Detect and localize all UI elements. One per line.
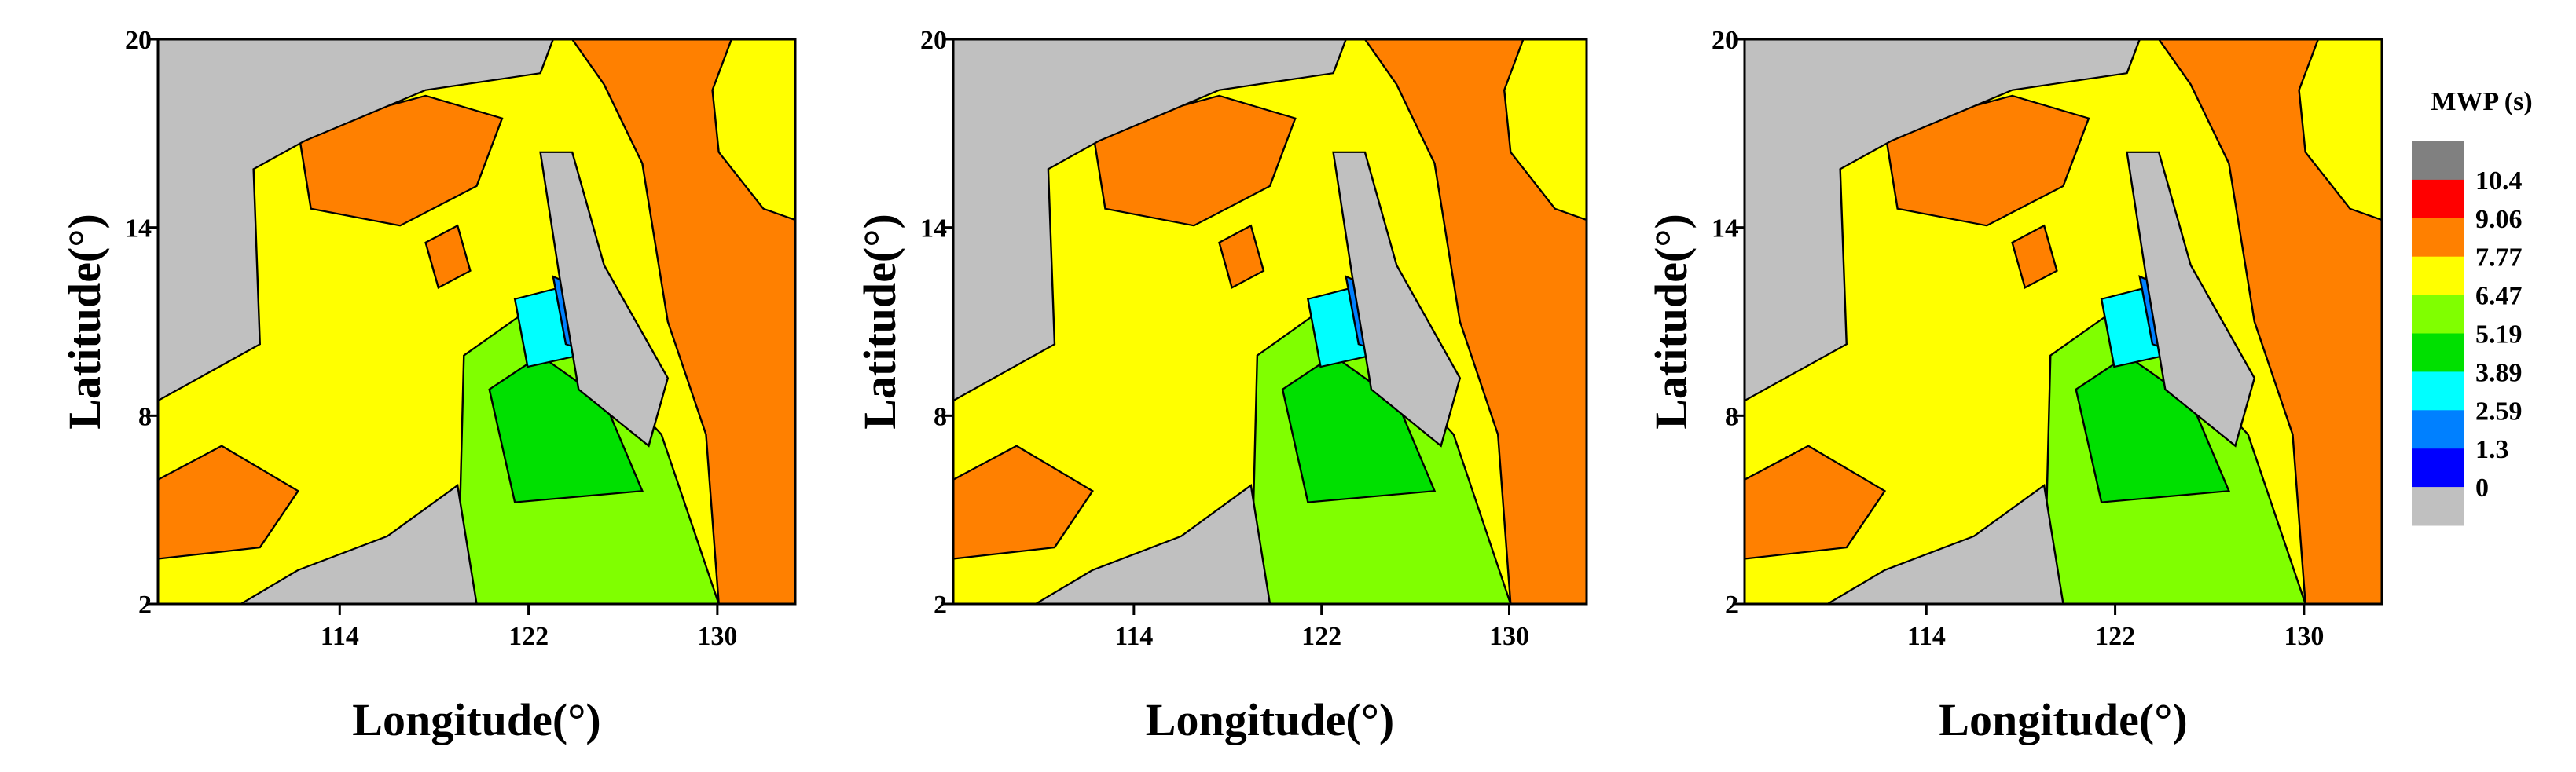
colorbar-swatch — [2412, 295, 2464, 334]
y-tick-label: 20 — [125, 26, 152, 55]
plot-frame — [1743, 38, 2383, 606]
colorbar-label: 5.19 — [2475, 320, 2523, 349]
y-axis-label: Latitude(°) — [59, 214, 110, 430]
y-tick-label: 8 — [934, 402, 947, 431]
colorbar-swatch — [2412, 218, 2464, 258]
plot-frame — [156, 38, 797, 606]
x-tick-label: 114 — [321, 622, 359, 651]
x-tick-label: 130 — [1489, 622, 1529, 651]
y-tick-label: 14 — [1712, 214, 1738, 243]
x-tick-label: 122 — [1301, 622, 1341, 651]
y-tick-label: 2 — [138, 591, 152, 620]
colorbar-label: 0 — [2475, 474, 2489, 503]
x-tick-label: 122 — [508, 622, 549, 651]
colorbar-title: MWP (s) — [2431, 87, 2532, 116]
colorbar-label: 3.89 — [2475, 358, 2523, 387]
colorbar-label: 10.4 — [2475, 166, 2523, 196]
colorbar-label: 7.77 — [2475, 243, 2523, 273]
x-axis-label: Longitude(°) — [1939, 694, 2187, 745]
y-tick-label: 20 — [1712, 26, 1738, 55]
y-tick-label: 14 — [125, 214, 152, 243]
colorbar-label: 9.06 — [2475, 205, 2523, 234]
y-tick-label: 8 — [138, 402, 152, 431]
x-axis-label: Longitude(°) — [352, 694, 600, 745]
y-tick-label: 2 — [934, 591, 947, 620]
colorbar-swatch — [2412, 371, 2464, 411]
contour-fill — [1745, 39, 2382, 604]
colorbar-swatch — [2412, 333, 2464, 372]
y-tick-label: 20 — [920, 26, 947, 55]
colorbar-swatch — [2412, 256, 2464, 296]
colorbar-swatch — [2412, 487, 2464, 526]
contour-field — [158, 39, 795, 604]
colorbar-label: 1.3 — [2475, 435, 2509, 464]
x-tick-label: 114 — [1907, 622, 1946, 651]
x-tick-label: 130 — [2284, 622, 2324, 651]
contour-field — [953, 39, 1587, 604]
contour-field — [1745, 39, 2382, 604]
x-tick-label: 122 — [2095, 622, 2135, 651]
y-tick-label: 2 — [1725, 591, 1738, 620]
colorbar-swatch — [2412, 410, 2464, 449]
colorbar-label: 6.47 — [2475, 282, 2523, 311]
contour-fill — [953, 39, 1587, 604]
colorbar-swatch — [2412, 179, 2464, 219]
colorbar-label: 2.59 — [2475, 397, 2523, 426]
contour-fill — [158, 39, 795, 604]
x-tick-label: 114 — [1114, 622, 1153, 651]
y-tick-label: 8 — [1725, 402, 1738, 431]
x-axis-label: Longitude(°) — [1146, 694, 1394, 745]
y-axis-label: Latitude(°) — [854, 214, 905, 430]
y-axis-label: Latitude(°) — [1646, 214, 1697, 430]
colorbar-swatch — [2412, 448, 2464, 488]
plot-frame — [952, 38, 1588, 606]
y-tick-label: 14 — [920, 214, 947, 243]
x-tick-label: 130 — [697, 622, 737, 651]
colorbar-swatch — [2412, 141, 2464, 181]
